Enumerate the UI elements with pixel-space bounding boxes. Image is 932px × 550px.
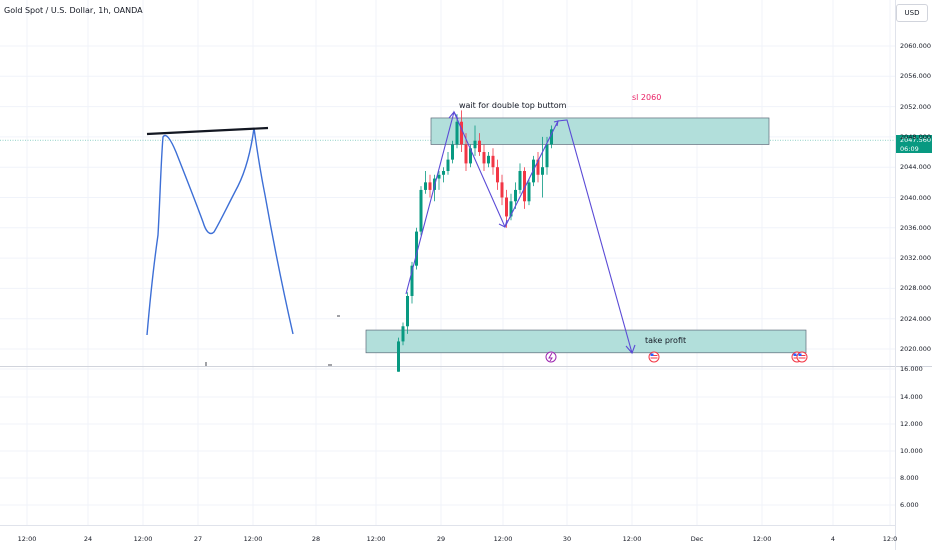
currency-button[interactable]: USD [896,4,928,22]
price-tick-label: 2020.000 [900,345,932,353]
candle-body [527,182,531,202]
axis-lines [0,0,896,550]
candle-body [469,148,472,164]
time-tick-label: 12:00 [133,535,153,543]
time-tick-label: 28 [311,535,321,543]
time-tick-label: 30 [562,535,572,543]
current-price-tag: 2047.560 06:09 [896,135,932,153]
candle-body [455,121,459,145]
current-price-label: 2047.560 [900,136,932,144]
m-pattern-sketch [146,127,294,336]
candle-body [545,144,549,168]
time-tick-label: 4 [830,535,836,543]
annotation-take-profit: take profit [645,336,687,345]
price-tick-label: 2032.000 [900,254,932,263]
candle-body [460,121,463,145]
annotation-wait-double-top: wait for double top buttom [459,101,567,110]
candle-body [523,170,526,202]
candle-body [473,140,477,149]
drawings-layer [146,110,808,366]
price-tick-label: 2028.000 [900,284,932,293]
event-marker-flash-icon [545,351,557,363]
price-tick-label: 16.000 [900,365,923,373]
time-tick-label: 12:0 [882,535,898,543]
time-tick-label: 12:00 [366,535,386,543]
price-tick-label: 6.000 [900,501,919,509]
candle-body [428,182,432,190]
annotation-stop-loss: sl 2060 [632,93,662,102]
candle-body [424,182,427,190]
candle-body [518,170,522,190]
projected-path-arrow [405,110,633,354]
candle-countdown-label: 06:09 [900,144,919,153]
price-tick-label: 2040.000 [900,193,932,202]
arrow-head [625,344,636,355]
candle-body [442,170,445,175]
candle-body [505,197,508,217]
price-tick-label: 2044.000 [900,163,932,172]
candles-layer [397,110,553,372]
double-top-trendline [146,126,269,136]
price-tick-label: 2036.000 [900,223,932,232]
candle-body [491,155,495,168]
candle-body [451,144,454,160]
time-tick-label: 24 [83,535,93,543]
candle-body [482,152,486,164]
time-tick-label: 27 [193,535,203,543]
price-tick-label: 10.000 [900,447,923,455]
candle-body [550,129,553,145]
candle-body [487,155,490,164]
price-tick-label: 2052.000 [900,102,932,111]
price-tick-label: 8.000 [900,474,919,482]
time-tick-label: 12:00 [752,535,772,543]
price-tick-label: 14.000 [900,393,923,401]
candle-body [437,174,441,179]
candle-body [419,189,423,232]
price-tick-label: 12.000 [900,420,923,428]
price-tick-label: 2060.000 [900,42,932,50]
candle-body [536,159,540,175]
time-tick-label: 29 [436,535,446,543]
arrow-head [553,120,559,127]
candle-body [464,144,468,164]
candle-body [415,231,418,266]
time-tick-label: 12:00 [622,535,642,543]
arrow-head [448,111,459,120]
candle-body [406,295,409,327]
us-flag-event-icon [796,351,808,363]
chart-grid [0,0,895,525]
price-tick-label: 2048.000 [900,132,932,141]
candle-body [496,167,499,183]
candle-body [446,159,450,171]
time-tick-label: 12:00 [493,535,513,543]
candle-body [401,326,405,342]
candle-body [514,189,517,202]
price-tick-label: 2056.000 [900,72,932,81]
candle-body [410,265,414,296]
candle-body [478,140,481,153]
us-flag-event-icon [648,351,660,363]
take-profit-zone [365,329,807,354]
candle-body [500,182,504,198]
symbol-title[interactable]: Gold Spot / U.S. Dollar, 1h, OANDA [4,6,143,15]
price-tick-label: 2024.000 [900,314,932,323]
resistance-zone [430,117,770,145]
arrow-head [498,219,508,228]
time-tick-label: Dec [690,535,704,543]
candle-body [541,167,544,175]
candle-body [509,201,513,217]
time-tick-label: 12:00 [17,535,37,543]
zones-layer [365,117,807,354]
time-tick-label: 12:00 [243,535,263,543]
